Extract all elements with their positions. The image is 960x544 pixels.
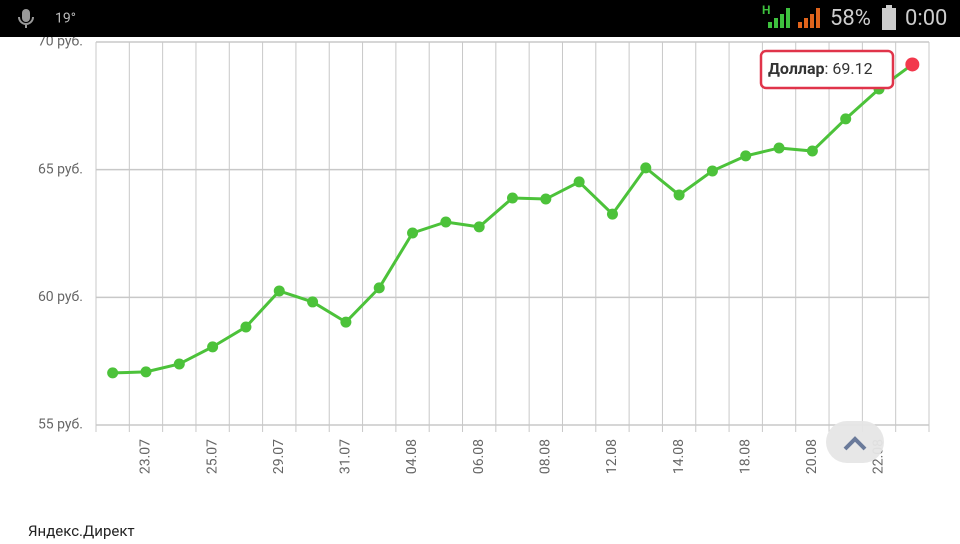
- signal-icon-2: [798, 8, 820, 28]
- x-tick-label: 29.07: [271, 439, 287, 474]
- point: [640, 162, 652, 174]
- temperature: 19°: [55, 11, 76, 27]
- point: [273, 285, 285, 297]
- point: [540, 193, 552, 205]
- x-tick-label: 06.08: [471, 439, 487, 474]
- battery-level: 58%: [830, 6, 871, 31]
- point: [340, 316, 352, 328]
- point: [307, 296, 319, 308]
- x-tick-label: 04.08: [404, 439, 420, 474]
- point: [840, 113, 852, 125]
- point: [407, 227, 419, 239]
- point: [373, 282, 385, 294]
- tooltip-text: Доллар: 69.12: [768, 59, 873, 78]
- footer-link[interactable]: Яндекс.Директ: [28, 522, 135, 540]
- point: [507, 192, 518, 204]
- point: [673, 189, 685, 201]
- x-tick-label: 12.08: [604, 439, 620, 474]
- battery-icon: [882, 8, 896, 30]
- tooltip-label: Доллар: [768, 59, 825, 78]
- point: [473, 221, 485, 233]
- signal-icon: [768, 8, 790, 28]
- point: [173, 358, 185, 370]
- x-tick-label: 31.07: [338, 439, 354, 474]
- battery-cap: [886, 5, 892, 8]
- y-tick-label: 65 руб.: [38, 161, 83, 177]
- status-bar: [0, 0, 960, 37]
- x-tick-label: 14.08: [671, 439, 687, 474]
- point: [140, 366, 152, 378]
- mic-icon: [18, 9, 34, 28]
- y-tick-label: 55 руб.: [38, 417, 83, 433]
- tooltip-value: : 69.12: [825, 59, 873, 78]
- x-tick-label: 25.07: [204, 439, 220, 474]
- point: [773, 142, 785, 154]
- network-type: H: [762, 3, 770, 17]
- highlighted-point: [905, 57, 920, 72]
- scroll-top-button[interactable]: [826, 421, 884, 463]
- y-tick-label: 70 руб.: [38, 34, 83, 50]
- point: [606, 208, 618, 220]
- tooltip: Доллар: 69.12: [759, 49, 895, 90]
- point: [740, 150, 752, 162]
- point: [107, 367, 119, 379]
- point: [573, 176, 585, 188]
- tooltip-box: [759, 49, 895, 90]
- point: [240, 321, 252, 333]
- x-tick-label: 08.08: [538, 439, 554, 474]
- x-tick-label: 23.07: [138, 439, 154, 474]
- x-tick-label: 20.08: [804, 439, 820, 474]
- point: [207, 341, 219, 353]
- point: [806, 145, 818, 157]
- point: [440, 216, 452, 228]
- point: [706, 165, 718, 177]
- clock: 0:00: [905, 6, 947, 31]
- y-tick-label: 60 руб.: [38, 289, 83, 305]
- x-tick-label: 18.08: [737, 439, 753, 474]
